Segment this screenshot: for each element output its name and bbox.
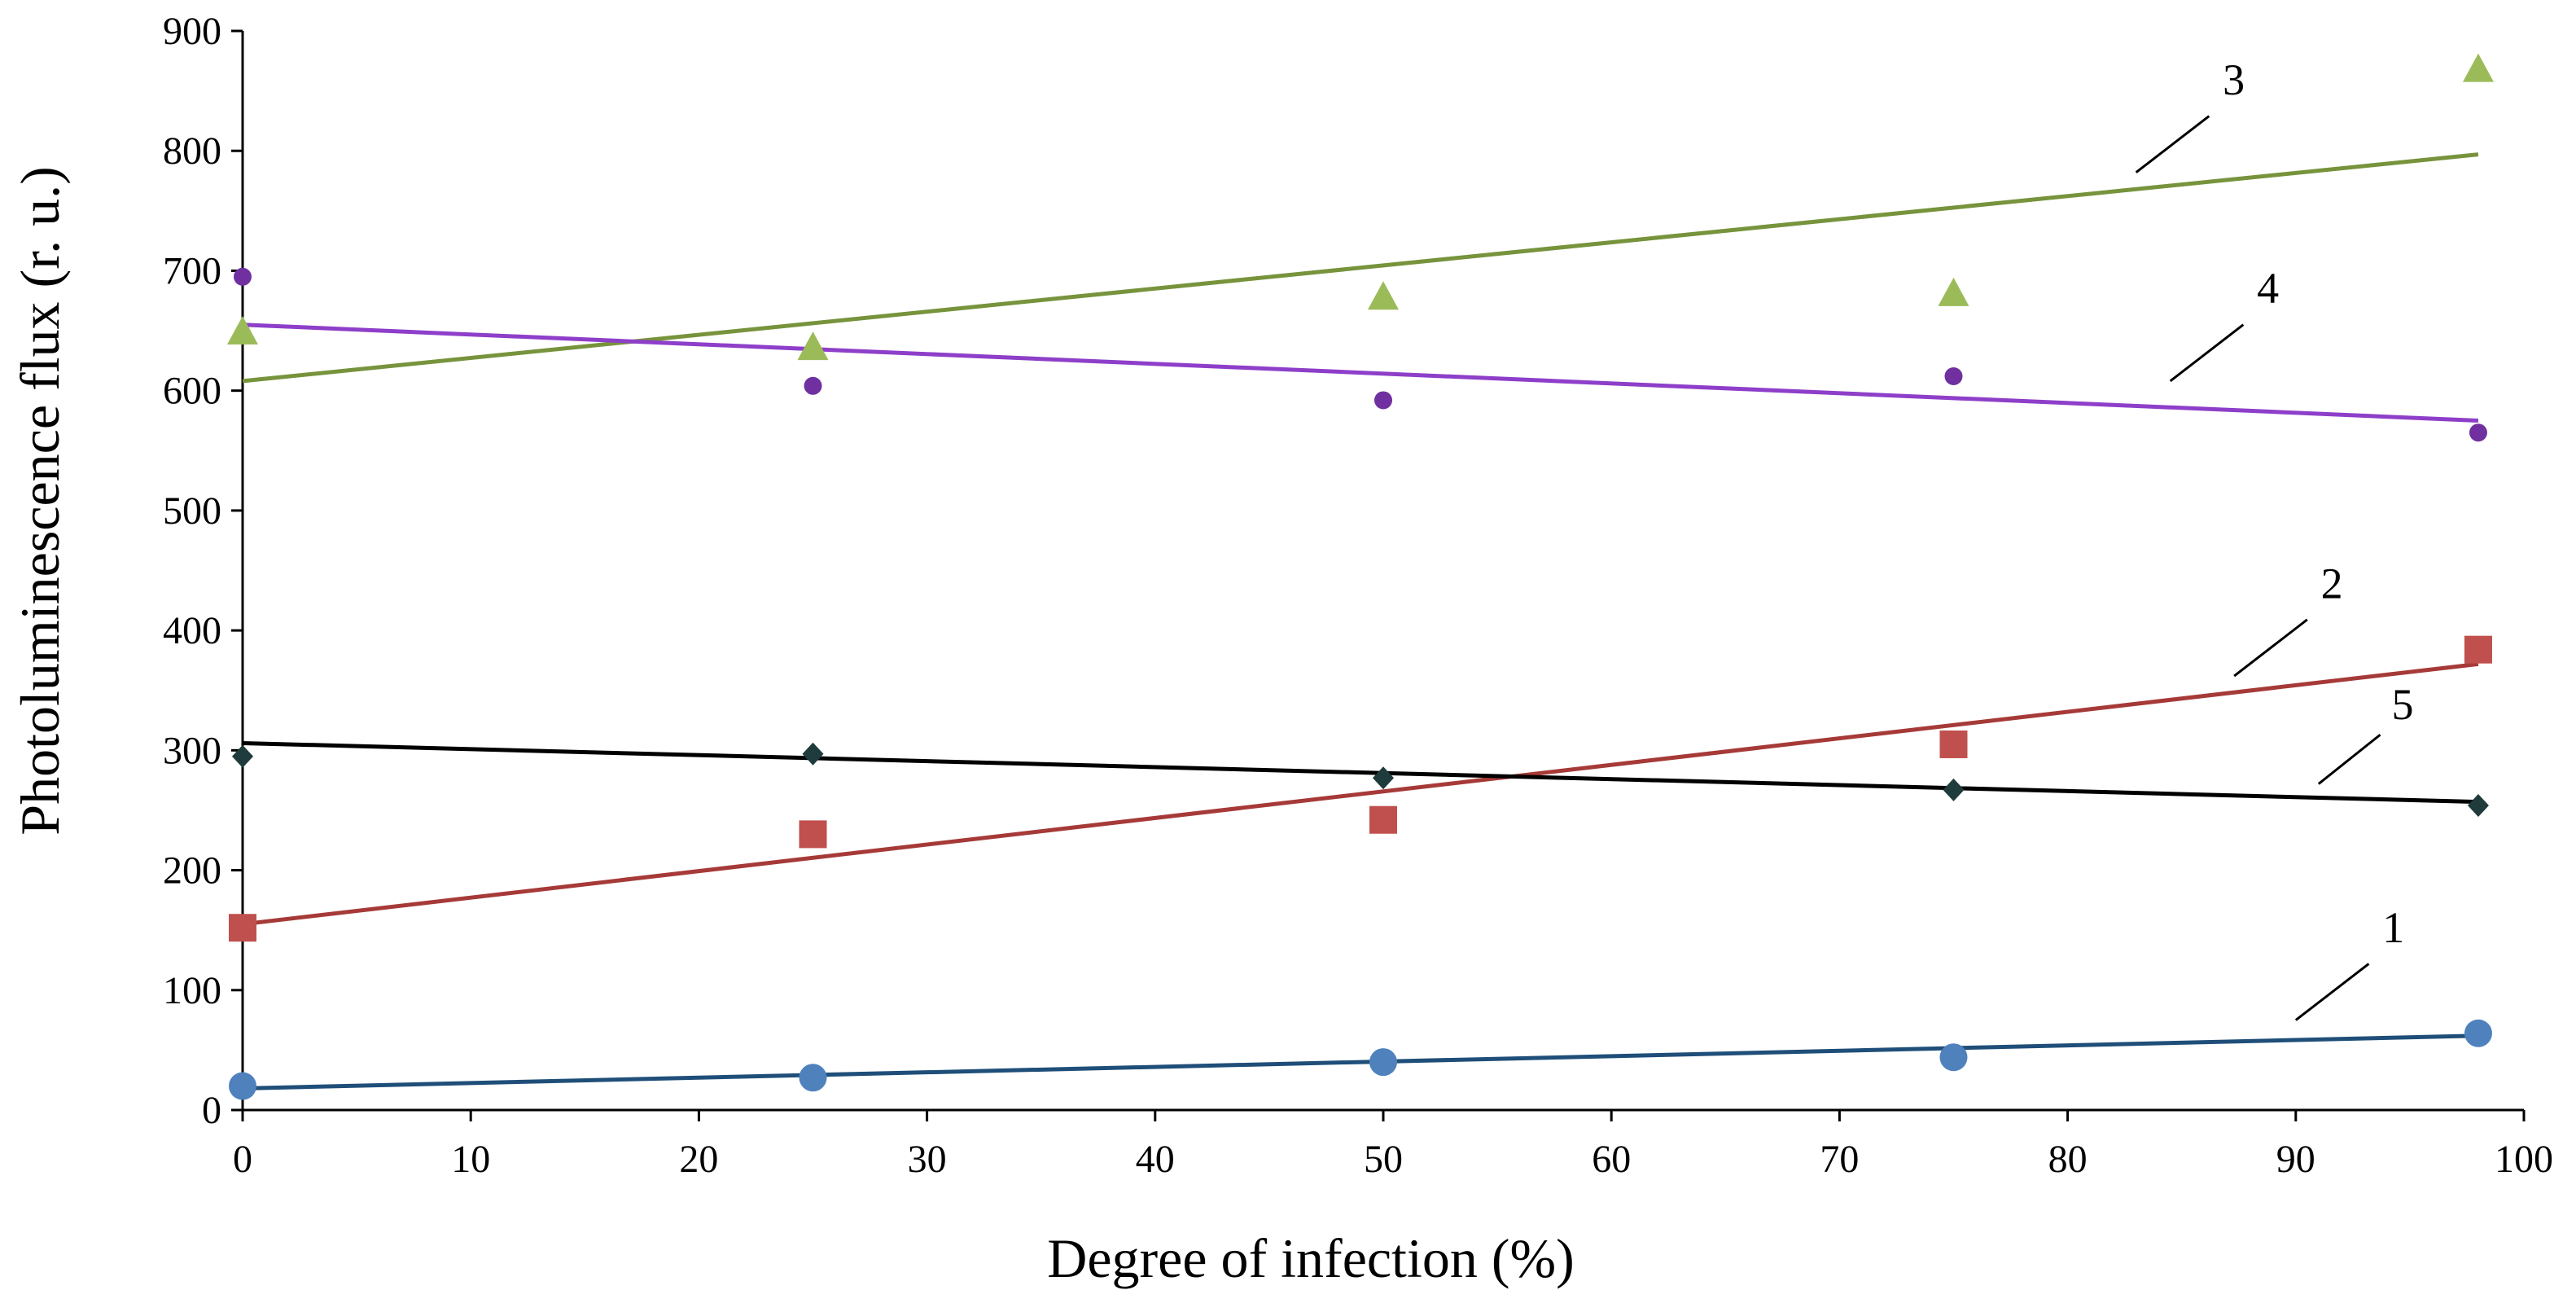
data-point-series-2 xyxy=(1939,730,1968,758)
data-point-series-5 xyxy=(1943,778,1965,801)
x-tick-label: 90 xyxy=(2276,1138,2315,1181)
data-point-series-3 xyxy=(1938,277,1969,306)
data-point-series-5 xyxy=(232,744,253,768)
series-label-4: 4 xyxy=(2257,264,2279,313)
data-point-series-3 xyxy=(1368,281,1399,310)
data-point-series-1 xyxy=(2464,1019,2492,1047)
data-point-series-4 xyxy=(1944,367,1963,385)
y-tick-label: 800 xyxy=(163,129,221,173)
y-tick-label: 300 xyxy=(163,729,221,772)
y-axis-title: Photoluminescence flux (r. u.) xyxy=(9,166,71,835)
data-point-series-1 xyxy=(229,1072,256,1100)
data-point-series-3 xyxy=(2462,53,2494,82)
trendline-series-2 xyxy=(242,661,2479,927)
x-tick-label: 70 xyxy=(1820,1138,1859,1181)
y-tick-label: 100 xyxy=(163,969,221,1012)
data-point-series-1 xyxy=(1369,1048,1397,1077)
data-point-series-3 xyxy=(227,316,258,344)
series-label-leader-1 xyxy=(2294,963,2370,1021)
series-labels: 1 2 3 4 5 xyxy=(2135,55,2413,1021)
y-tick-label: 700 xyxy=(163,249,221,292)
data-point-series-4 xyxy=(234,267,252,286)
data-point-series-1 xyxy=(799,1064,827,1092)
x-tick-label: 80 xyxy=(2048,1138,2088,1181)
data-point-series-3 xyxy=(797,331,829,361)
y-tick-label: 200 xyxy=(163,849,221,893)
trendline-series-3 xyxy=(242,152,2479,384)
x-axis-title: Degree of infection (%) xyxy=(1047,1227,1575,1289)
trendlines xyxy=(242,152,2479,1090)
x-tick-label: 10 xyxy=(451,1138,490,1181)
x-tick-label: 100 xyxy=(2495,1138,2553,1181)
series-label-leader-2 xyxy=(2233,618,2308,678)
trendline-series-1 xyxy=(242,1033,2479,1090)
y-tick-label: 500 xyxy=(163,489,221,533)
series-label-3: 3 xyxy=(2223,55,2245,104)
data-point-series-5 xyxy=(1373,766,1394,790)
x-tick-label: 0 xyxy=(233,1138,252,1181)
axes: 0 100 200 300 400 500 600 700 800 900 0 10 20 30 40 50 6… xyxy=(163,10,2553,1181)
y-tick-label: 900 xyxy=(163,10,221,53)
data-point-series-4 xyxy=(1374,391,1392,410)
x-tick-label: 30 xyxy=(908,1138,947,1181)
series-label-5: 5 xyxy=(2391,680,2413,729)
data-point-series-1 xyxy=(1939,1043,1968,1072)
x-tick-label: 60 xyxy=(1592,1138,1631,1181)
x-tick-label: 50 xyxy=(1364,1138,1403,1181)
series-label-leader-4 xyxy=(2169,323,2245,383)
data-point-series-2 xyxy=(799,820,827,849)
series-label-1: 1 xyxy=(2382,903,2404,952)
data-point-series-2 xyxy=(2464,635,2492,664)
x-tick-label: 40 xyxy=(1136,1138,1175,1181)
y-tick-label: 0 xyxy=(202,1089,221,1132)
data-markers xyxy=(227,53,2494,1100)
trendline-series-5 xyxy=(242,741,2479,805)
series-label-leader-3 xyxy=(2135,115,2210,173)
data-point-series-5 xyxy=(802,742,824,766)
data-point-series-2 xyxy=(1369,805,1397,834)
y-tick-label: 400 xyxy=(163,609,221,652)
trendline-series-4 xyxy=(242,323,2479,423)
data-point-series-5 xyxy=(2467,794,2489,818)
series-label-2: 2 xyxy=(2321,559,2343,608)
data-point-series-4 xyxy=(2469,423,2487,442)
series-label-leader-5 xyxy=(2317,734,2381,785)
y-tick-label: 600 xyxy=(163,370,221,413)
data-point-series-2 xyxy=(229,914,256,942)
x-tick-label: 20 xyxy=(679,1138,718,1181)
data-point-series-4 xyxy=(804,376,822,395)
